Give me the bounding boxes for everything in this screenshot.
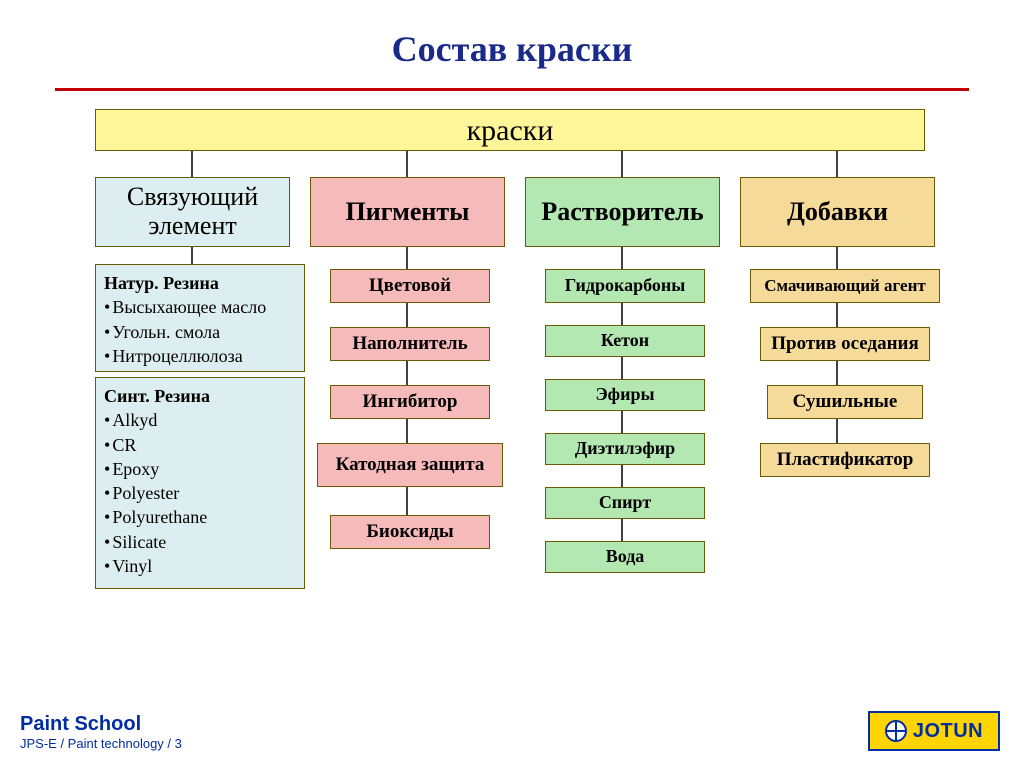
logo-text: JOTUN [913,720,983,743]
globe-icon [885,720,907,742]
textbox-header: Натур. Резина [104,271,296,295]
textbox-bullet: Epoxy [104,457,296,481]
item-solvent-2: Эфиры [545,379,705,411]
category-binder: Связующий элемент [95,177,290,247]
item-solvent-3: Диэтилэфир [545,433,705,465]
item-additive-3: Пластификатор [760,443,930,477]
item-solvent-4: Спирт [545,487,705,519]
textbox-bullet: Polyurethane [104,505,296,529]
footer-subtitle: JPS-E / Paint technology / 3 [20,736,182,751]
item-additive-0: Смачивающий агент [750,269,940,303]
footer-title: Paint School [20,713,182,736]
textbox-bullet: Polyester [104,481,296,505]
page-title: Состав краски [0,0,1024,88]
textbox-bullet: Vinyl [104,554,296,578]
item-solvent-0: Гидрокарбоны [545,269,705,303]
textbox-header: Синт. Резина [104,384,296,408]
item-pigment-1: Наполнитель [330,327,490,361]
textbox-bullet: Alkyd [104,408,296,432]
item-additive-2: Сушильные [767,385,923,419]
textbox-bullet: Высыхающее масло [104,295,296,319]
textbox-synthetic-resin: Синт. РезинаAlkydCREpoxyPolyesterPolyure… [95,377,305,589]
textbox-bullet: Silicate [104,530,296,554]
item-solvent-1: Кетон [545,325,705,357]
category-pigment: Пигменты [310,177,505,247]
diagram-canvas: краски Связующий элемент Пигменты Растворит… [55,109,969,659]
item-pigment-3: Катодная защита [317,443,503,487]
textbox-bullet: CR [104,433,296,457]
textbox-bullet: Нитроцеллюлоза [104,344,296,368]
category-additive: Добавки [740,177,935,247]
textbox-bullet: Угольн. смола [104,320,296,344]
textbox-natural-resin: Натур. РезинаВысыхающее маслоУгольн. смо… [95,264,305,372]
item-pigment-0: Цветовой [330,269,490,303]
logo: JOTUN [868,711,1000,751]
footer: Paint School JPS-E / Paint technology / … [20,713,182,751]
root-box: краски [95,109,925,151]
category-solvent: Растворитель [525,177,720,247]
item-pigment-2: Ингибитор [330,385,490,419]
title-underline [55,88,969,91]
item-pigment-4: Биоксиды [330,515,490,549]
item-solvent-5: Вода [545,541,705,573]
item-additive-1: Против оседания [760,327,930,361]
